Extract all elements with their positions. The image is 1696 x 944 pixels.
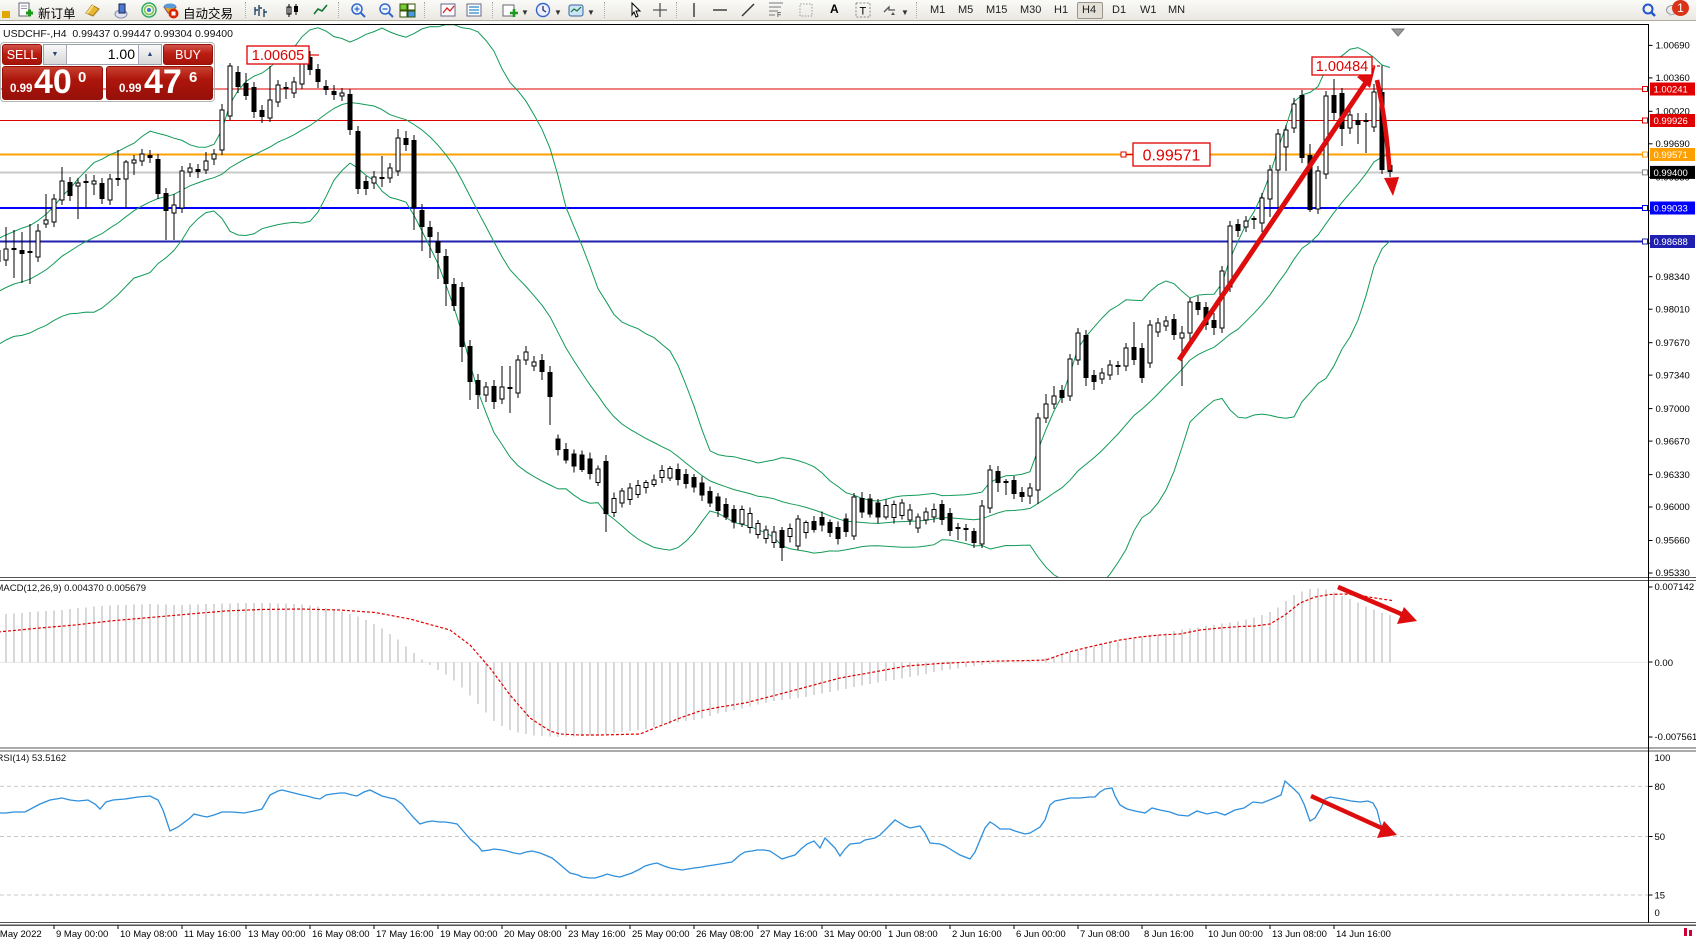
svg-text:20 May 08:00: 20 May 08:00	[504, 929, 562, 940]
svg-text:0.99926: 0.99926	[1654, 116, 1688, 127]
svg-text:1.00360: 1.00360	[1656, 73, 1690, 84]
svg-text:1.00605: 1.00605	[252, 48, 304, 64]
svg-text:0.96330: 0.96330	[1656, 470, 1690, 481]
svg-text:100: 100	[1655, 753, 1671, 764]
svg-text:0.98688: 0.98688	[1654, 237, 1688, 248]
svg-text:0.99571: 0.99571	[1143, 147, 1201, 164]
svg-text:50: 50	[1655, 832, 1666, 843]
svg-text:6 Jun 00:00: 6 Jun 00:00	[1016, 929, 1066, 940]
svg-text:11 May 16:00: 11 May 16:00	[184, 929, 241, 940]
svg-text:80: 80	[1655, 782, 1666, 793]
svg-text:31 May 00:00: 31 May 00:00	[824, 929, 882, 940]
svg-text:0.97340: 0.97340	[1656, 370, 1690, 381]
svg-text:6 May 2022: 6 May 2022	[0, 929, 42, 940]
svg-text:19 May 00:00: 19 May 00:00	[440, 929, 498, 940]
svg-text:26 May 08:00: 26 May 08:00	[696, 929, 754, 940]
svg-text:9 May 00:00: 9 May 00:00	[56, 929, 108, 940]
svg-text:0.99400: 0.99400	[1654, 168, 1688, 179]
svg-text:0.95660: 0.95660	[1656, 536, 1690, 547]
svg-text:0.007142: 0.007142	[1655, 582, 1695, 593]
svg-text:7 Jun 08:00: 7 Jun 08:00	[1080, 929, 1130, 940]
svg-text:-0.007561: -0.007561	[1655, 732, 1696, 743]
svg-text:0: 0	[1655, 908, 1660, 919]
svg-text:25 May 00:00: 25 May 00:00	[632, 929, 690, 940]
svg-text:T: T	[860, 6, 867, 18]
svg-text:RSI(14) 53.5162: RSI(14) 53.5162	[0, 753, 66, 764]
svg-text:14 Jun 16:00: 14 Jun 16:00	[1336, 929, 1391, 940]
svg-text:USDCHF-,H4 0.99437 0.99447 0.: USDCHF-,H4 0.99437 0.99447 0.99304 0.994…	[3, 28, 233, 40]
svg-text:13 May 00:00: 13 May 00:00	[248, 929, 306, 940]
svg-text:0.00: 0.00	[1655, 658, 1674, 669]
svg-text:0.97000: 0.97000	[1656, 404, 1690, 415]
svg-text:0.98010: 0.98010	[1656, 304, 1690, 315]
svg-text:10 May 08:00: 10 May 08:00	[120, 929, 178, 940]
svg-text:0.99690: 0.99690	[1656, 139, 1690, 150]
svg-text:MACD(12,26,9) 0.004370 0.00567: MACD(12,26,9) 0.004370 0.005679	[0, 583, 146, 594]
svg-text:F: F	[777, 12, 781, 19]
svg-text:0.99033: 0.99033	[1654, 203, 1688, 214]
svg-text:10 Jun 00:00: 10 Jun 00:00	[1208, 929, 1263, 940]
svg-text:13 Jun 08:00: 13 Jun 08:00	[1272, 929, 1327, 940]
svg-text:17 May 16:00: 17 May 16:00	[376, 929, 434, 940]
svg-text:8 Jun 16:00: 8 Jun 16:00	[1144, 929, 1194, 940]
svg-text:1.00241: 1.00241	[1654, 84, 1688, 95]
svg-text:15: 15	[1655, 890, 1666, 901]
svg-text:0.99571: 0.99571	[1654, 150, 1688, 161]
svg-text:23 May 16:00: 23 May 16:00	[568, 929, 626, 940]
svg-text:0.97670: 0.97670	[1656, 338, 1690, 349]
svg-text:0.96000: 0.96000	[1656, 502, 1690, 513]
svg-text:1.00020: 1.00020	[1656, 107, 1690, 118]
svg-text:2 Jun 16:00: 2 Jun 16:00	[952, 929, 1002, 940]
svg-text:1.00484: 1.00484	[1316, 59, 1368, 75]
svg-text:27 May 16:00: 27 May 16:00	[760, 929, 818, 940]
svg-text:16 May 08:00: 16 May 08:00	[312, 929, 370, 940]
svg-text:1.00690: 1.00690	[1656, 41, 1690, 52]
svg-text:0.98340: 0.98340	[1656, 272, 1690, 283]
svg-text:0.96670: 0.96670	[1656, 436, 1690, 447]
svg-text:1 Jun 08:00: 1 Jun 08:00	[888, 929, 938, 940]
svg-text:0.95330: 0.95330	[1656, 568, 1690, 579]
